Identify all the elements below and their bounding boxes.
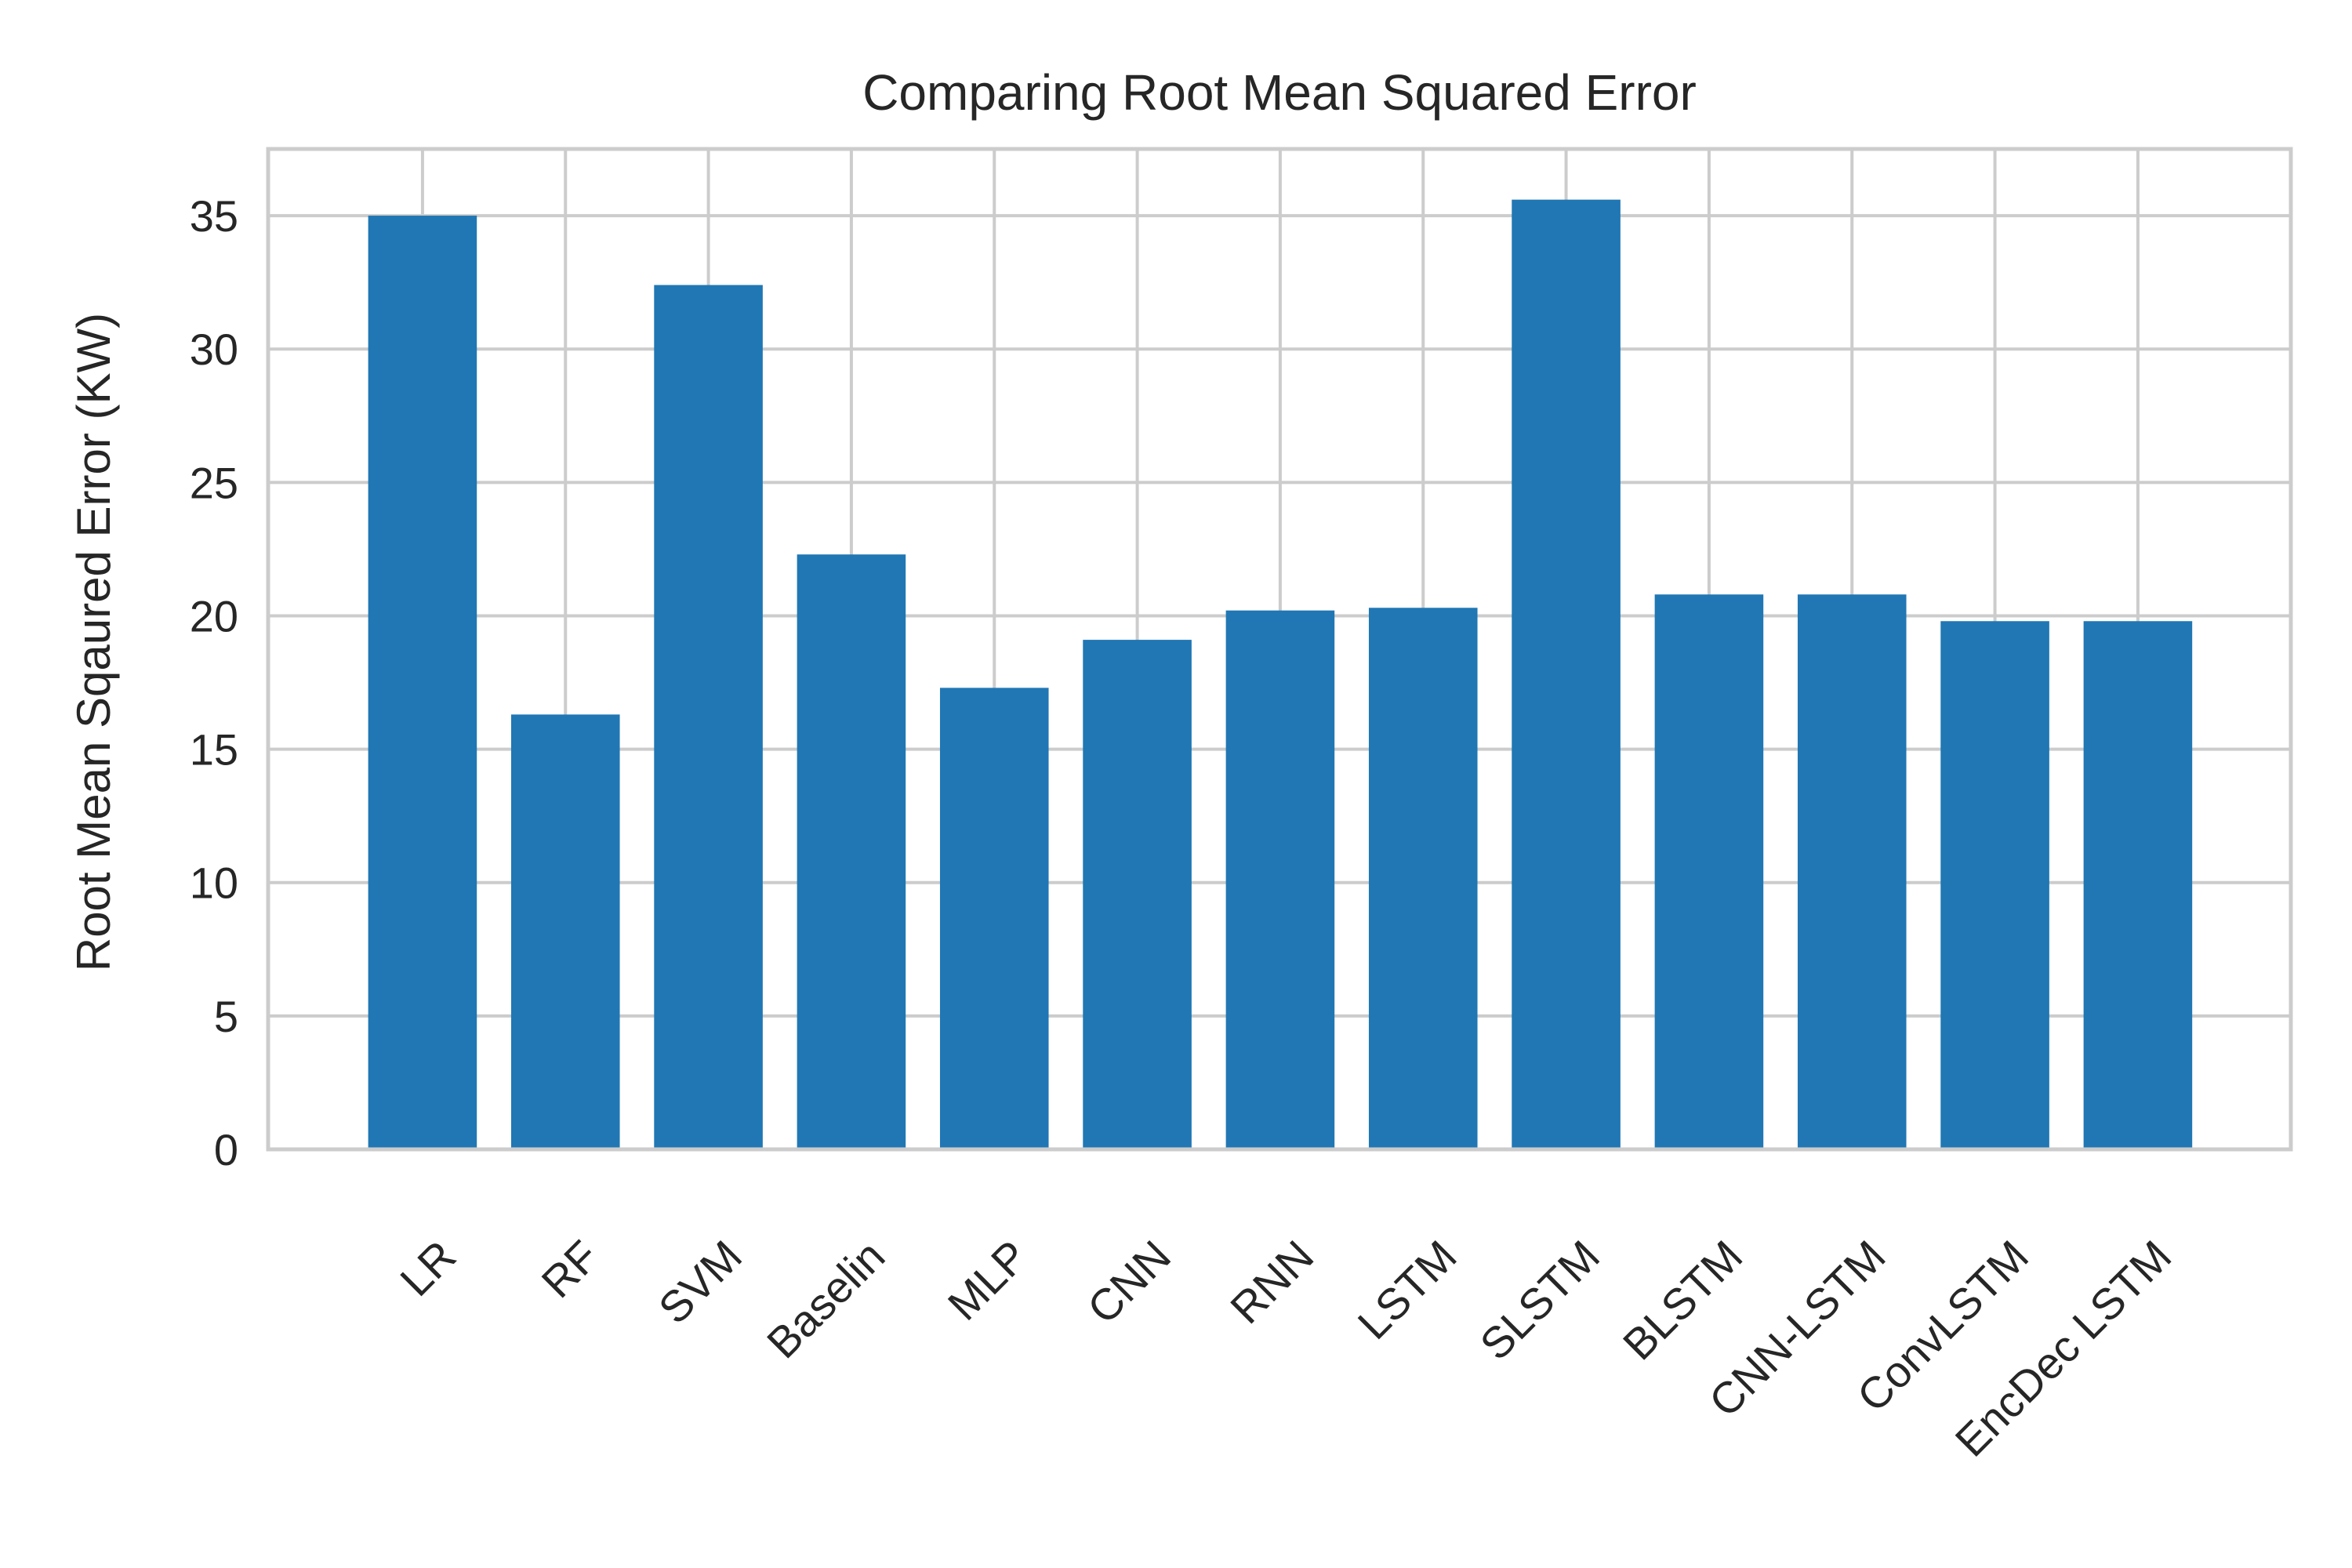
x-tick-label: RF (532, 1231, 608, 1307)
bar-blstm (1654, 594, 1764, 1149)
x-tick-label: RNN (1221, 1231, 1323, 1333)
plot-frame (266, 147, 2293, 1152)
y-tick-label: 35 (190, 191, 238, 241)
bar-lr (368, 216, 477, 1150)
bar-mlp (939, 688, 1049, 1149)
x-tick-labels: LR RF SVM Baselin MLP CNN RNN LSTM SLSTM BLSTMCNN… (390, 1231, 2180, 1466)
chart-title: Comparing Root Mean Squared Error (862, 64, 1697, 121)
y-tick-label: 0 (214, 1125, 238, 1174)
y-tick-label: 15 (190, 725, 238, 775)
y-axis-title: Root Mean Sqaured Error (KW) (67, 313, 120, 971)
bar-rnn (1225, 610, 1335, 1149)
bar-encdec-lstm (2083, 621, 2193, 1149)
bar-lstm (1368, 608, 1478, 1149)
x-tick-label: LR (390, 1231, 465, 1305)
x-tick-label: SLSTM (1470, 1231, 1609, 1370)
y-tick-labels: 0 5 10 15 20 25 30 35 (190, 191, 238, 1174)
x-tick-label: BLSTM (1613, 1231, 1752, 1370)
y-tick-label: 20 (190, 591, 238, 641)
bar-rf (510, 714, 620, 1149)
x-tick-label: CNN (1078, 1231, 1180, 1333)
x-tick-label: LSTM (1348, 1231, 1466, 1348)
bars (368, 199, 2193, 1150)
bar-slstm (1512, 199, 1621, 1150)
bar-cnn (1083, 640, 1192, 1149)
y-tick-label: 25 (190, 458, 238, 507)
y-tick-label: 10 (190, 858, 238, 908)
bar-svm (654, 285, 763, 1149)
x-tick-label: MLP (938, 1231, 1037, 1330)
bar-cnn-lstm (1797, 594, 1907, 1149)
y-tick-label: 5 (214, 992, 238, 1041)
x-tick-label: Baselin (757, 1231, 894, 1367)
bar-baselin (797, 554, 906, 1149)
y-tick-label: 30 (190, 325, 238, 374)
bar-convlstm (1940, 621, 2049, 1149)
x-tick-label: SVM (649, 1231, 751, 1333)
